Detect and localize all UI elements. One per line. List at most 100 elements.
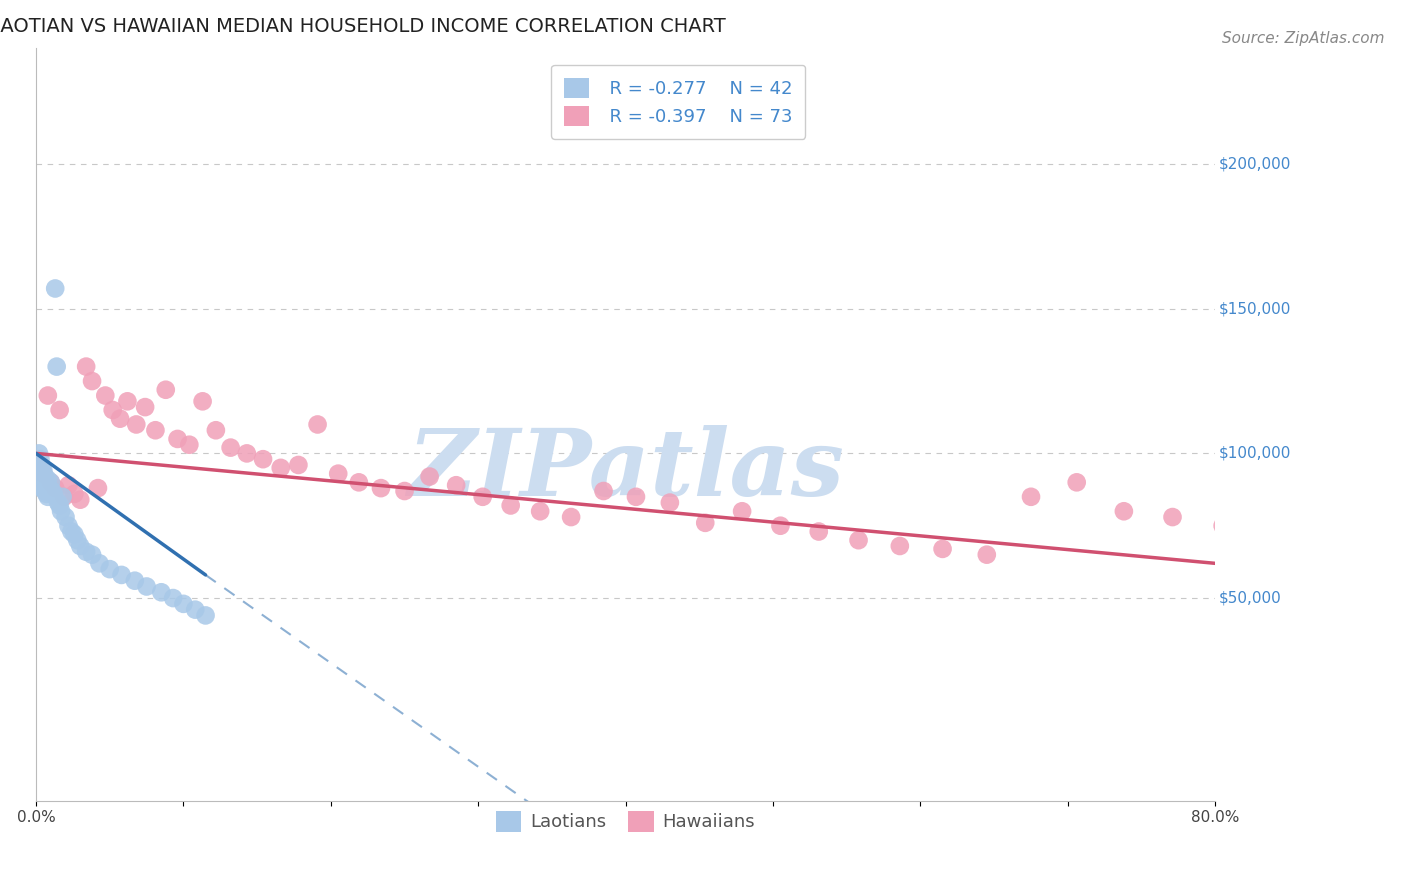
Point <box>976 548 998 562</box>
Point <box>80 374 103 388</box>
Point <box>769 518 792 533</box>
Point <box>219 441 242 455</box>
Point <box>32 475 55 490</box>
Point <box>931 541 953 556</box>
Point <box>145 423 167 437</box>
Point <box>28 455 51 469</box>
Point <box>48 499 70 513</box>
Point <box>205 423 228 437</box>
Point <box>58 478 80 492</box>
Point <box>162 591 184 605</box>
Point <box>28 446 51 460</box>
Point <box>30 452 52 467</box>
Text: $100,000: $100,000 <box>1219 446 1291 461</box>
Point <box>117 394 139 409</box>
Point <box>807 524 830 539</box>
Text: LAOTIAN VS HAWAIIAN MEDIAN HOUSEHOLD INCOME CORRELATION CHART: LAOTIAN VS HAWAIIAN MEDIAN HOUSEHOLD INC… <box>0 17 725 36</box>
Point <box>44 281 66 295</box>
Point <box>60 524 83 539</box>
Legend: Laotians, Hawaiians: Laotians, Hawaiians <box>484 798 768 844</box>
Point <box>270 461 292 475</box>
Point <box>49 504 72 518</box>
Point <box>41 483 63 498</box>
Point <box>287 458 309 472</box>
Point <box>1019 490 1042 504</box>
Point <box>39 475 62 490</box>
Point <box>307 417 329 432</box>
Point <box>34 483 56 498</box>
Text: Source: ZipAtlas.com: Source: ZipAtlas.com <box>1222 31 1385 46</box>
Point <box>30 469 52 483</box>
Point <box>32 464 55 478</box>
Point <box>1316 539 1339 553</box>
Point <box>135 580 157 594</box>
Point <box>110 568 132 582</box>
Point <box>45 359 67 374</box>
Point <box>55 510 77 524</box>
Text: $150,000: $150,000 <box>1219 301 1291 317</box>
Point <box>134 400 156 414</box>
Point <box>52 490 75 504</box>
Point <box>38 481 60 495</box>
Point <box>419 469 441 483</box>
Point <box>1371 548 1393 562</box>
Point <box>53 490 76 504</box>
Point <box>166 432 188 446</box>
Point <box>529 504 551 518</box>
Point <box>31 461 53 475</box>
Point <box>37 490 59 504</box>
Point <box>191 394 214 409</box>
Point <box>44 481 66 495</box>
Point <box>75 545 97 559</box>
Text: ZIPatlas: ZIPatlas <box>408 425 844 515</box>
Text: $200,000: $200,000 <box>1219 157 1291 171</box>
Point <box>624 490 647 504</box>
Point <box>592 483 614 498</box>
Point <box>194 608 217 623</box>
Point <box>150 585 173 599</box>
Point <box>80 548 103 562</box>
Point <box>69 539 91 553</box>
Point <box>252 452 274 467</box>
Point <box>89 557 111 571</box>
Point <box>731 504 754 518</box>
Point <box>42 487 65 501</box>
Point <box>69 492 91 507</box>
Point <box>172 597 194 611</box>
Point <box>328 467 350 481</box>
Point <box>1212 518 1234 533</box>
Point <box>658 495 681 509</box>
Point <box>58 518 80 533</box>
Point <box>35 487 58 501</box>
Point <box>108 411 131 425</box>
Point <box>31 481 53 495</box>
Point <box>184 602 207 616</box>
Point <box>1112 504 1135 518</box>
Point <box>63 527 86 541</box>
Point <box>37 388 59 402</box>
Point <box>1066 475 1088 490</box>
Point <box>34 469 56 483</box>
Point <box>48 403 70 417</box>
Point <box>32 467 55 481</box>
Text: $50,000: $50,000 <box>1219 591 1281 606</box>
Point <box>94 388 117 402</box>
Point <box>347 475 370 490</box>
Point <box>125 417 148 432</box>
Point <box>695 516 717 530</box>
Point <box>499 499 522 513</box>
Point <box>35 478 58 492</box>
Point <box>66 533 89 548</box>
Point <box>101 403 124 417</box>
Point <box>39 475 62 490</box>
Point <box>444 478 467 492</box>
Point <box>87 481 110 495</box>
Point <box>370 481 392 495</box>
Point <box>179 438 201 452</box>
Point <box>471 490 494 504</box>
Point <box>848 533 870 548</box>
Point <box>27 461 49 475</box>
Point <box>155 383 177 397</box>
Point <box>37 472 59 486</box>
Point <box>75 359 97 374</box>
